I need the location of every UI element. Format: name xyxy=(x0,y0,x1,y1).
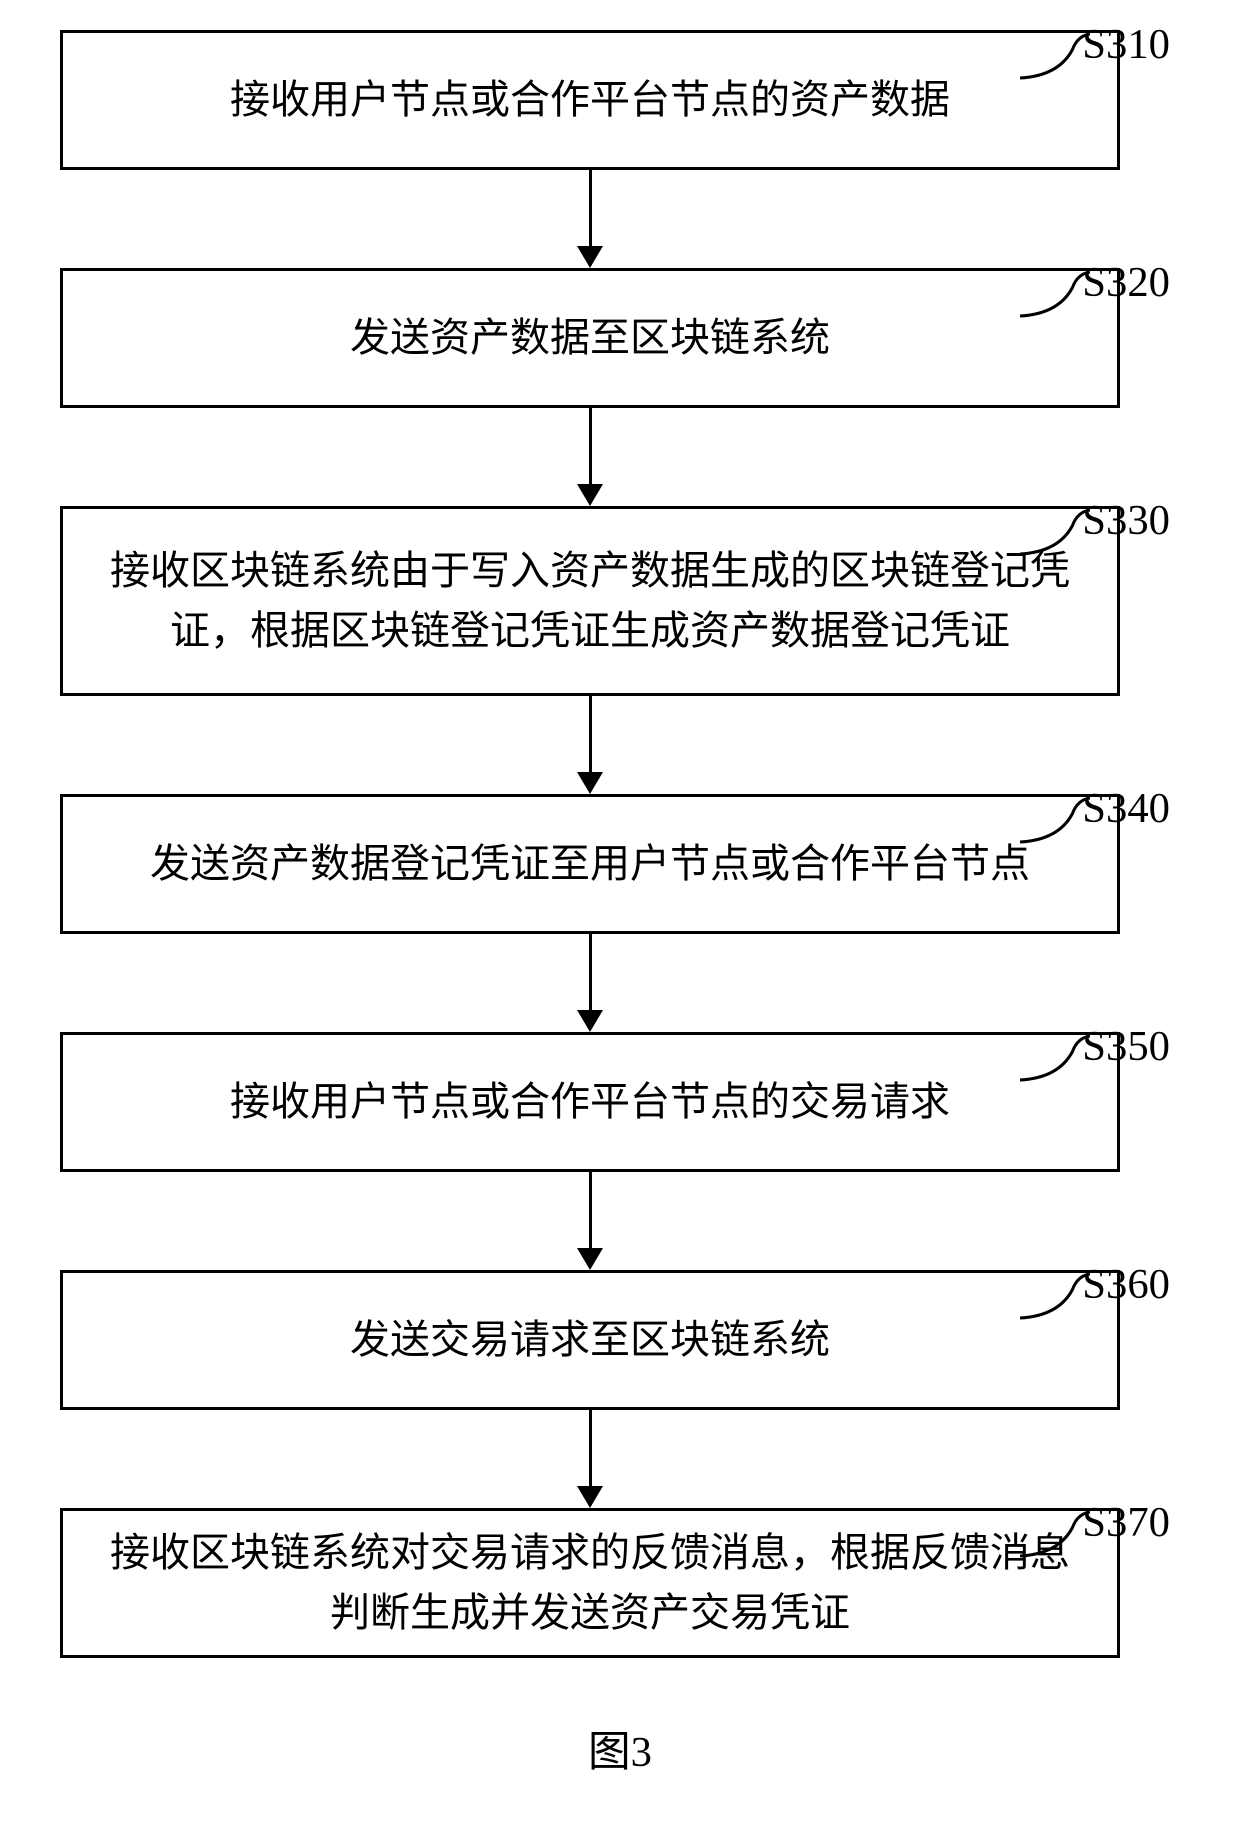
arrow-line xyxy=(589,170,592,246)
step-row: 接收区块链系统对交易请求的反馈消息，根据反馈消息判断生成并发送资产交易凭证 S3… xyxy=(40,1508,1200,1658)
arrow-head-icon xyxy=(577,484,603,506)
arrow-line xyxy=(589,408,592,484)
step-label-s340: S340 xyxy=(1082,784,1170,833)
arrow-connector xyxy=(60,408,1120,506)
step-box-s370: 接收区块链系统对交易请求的反馈消息，根据反馈消息判断生成并发送资产交易凭证 xyxy=(60,1508,1120,1658)
step-row: 发送交易请求至区块链系统 S360 xyxy=(40,1270,1200,1410)
step-label-s360: S360 xyxy=(1082,1260,1170,1309)
step-label-wrap: S310 xyxy=(1120,30,1200,75)
step-wrapper: 发送资产数据至区块链系统 S320 xyxy=(40,268,1200,506)
arrow-connector xyxy=(60,696,1120,794)
step-row: 接收区块链系统由于写入资产数据生成的区块链登记凭证，根据区块链登记凭证生成资产数… xyxy=(40,506,1200,696)
step-label-wrap: S330 xyxy=(1120,506,1200,551)
figure-caption: 图3 xyxy=(588,1718,652,1779)
arrow-head-icon xyxy=(577,772,603,794)
arrow-line xyxy=(589,934,592,1010)
arrow-head-icon xyxy=(577,1010,603,1032)
step-box-s360: 发送交易请求至区块链系统 xyxy=(60,1270,1120,1410)
step-wrapper: 接收用户节点或合作平台节点的资产数据 S310 xyxy=(40,30,1200,268)
step-row: 接收用户节点或合作平台节点的交易请求 S350 xyxy=(40,1032,1200,1172)
arrow-line xyxy=(589,696,592,772)
step-box-s350: 接收用户节点或合作平台节点的交易请求 xyxy=(60,1032,1120,1172)
flowchart-container: 接收用户节点或合作平台节点的资产数据 S310 发送资产数据至区块链系统 S320… xyxy=(40,30,1200,1779)
step-label-wrap: S340 xyxy=(1120,794,1200,839)
arrow-head-icon xyxy=(577,1486,603,1508)
arrow-line xyxy=(589,1172,592,1248)
step-row: 接收用户节点或合作平台节点的资产数据 S310 xyxy=(40,30,1200,170)
step-row: 发送资产数据登记凭证至用户节点或合作平台节点 S340 xyxy=(40,794,1200,934)
step-wrapper: 接收区块链系统对交易请求的反馈消息，根据反馈消息判断生成并发送资产交易凭证 S3… xyxy=(40,1508,1200,1658)
step-label-s350: S350 xyxy=(1082,1022,1170,1071)
step-row: 发送资产数据至区块链系统 S320 xyxy=(40,268,1200,408)
step-label-wrap: S320 xyxy=(1120,268,1200,313)
arrow-connector xyxy=(60,170,1120,268)
step-label-s330: S330 xyxy=(1082,496,1170,545)
step-wrapper: 接收用户节点或合作平台节点的交易请求 S350 xyxy=(40,1032,1200,1270)
arrow-connector xyxy=(60,1410,1120,1508)
arrow-head-icon xyxy=(577,246,603,268)
arrow-line xyxy=(589,1410,592,1486)
step-wrapper: 接收区块链系统由于写入资产数据生成的区块链登记凭证，根据区块链登记凭证生成资产数… xyxy=(40,506,1200,794)
arrow-head-icon xyxy=(577,1248,603,1270)
step-label-s310: S310 xyxy=(1082,20,1170,69)
step-label-s370: S370 xyxy=(1082,1498,1170,1547)
step-box-s310: 接收用户节点或合作平台节点的资产数据 xyxy=(60,30,1120,170)
step-wrapper: 发送资产数据登记凭证至用户节点或合作平台节点 S340 xyxy=(40,794,1200,1032)
step-box-s320: 发送资产数据至区块链系统 xyxy=(60,268,1120,408)
step-label-wrap: S350 xyxy=(1120,1032,1200,1077)
arrow-connector xyxy=(60,934,1120,1032)
step-label-wrap: S360 xyxy=(1120,1270,1200,1315)
step-wrapper: 发送交易请求至区块链系统 S360 xyxy=(40,1270,1200,1508)
step-label-wrap: S370 xyxy=(1120,1508,1200,1553)
step-box-s330: 接收区块链系统由于写入资产数据生成的区块链登记凭证，根据区块链登记凭证生成资产数… xyxy=(60,506,1120,696)
arrow-connector xyxy=(60,1172,1120,1270)
step-label-s320: S320 xyxy=(1082,258,1170,307)
step-box-s340: 发送资产数据登记凭证至用户节点或合作平台节点 xyxy=(60,794,1120,934)
